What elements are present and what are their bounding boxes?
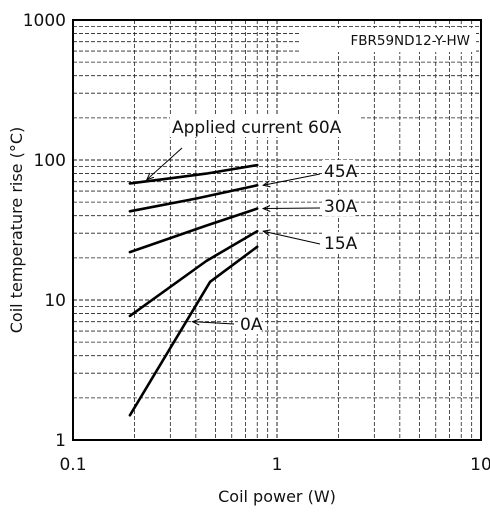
annotation-label: 0A (240, 315, 263, 335)
annotation-arrow (192, 322, 235, 324)
y-tick-label: 10 (44, 291, 66, 311)
annotation-bg (322, 160, 356, 181)
annotation-bg (238, 313, 262, 334)
annotation-bg (170, 116, 361, 137)
y-tick-label: 1 (55, 431, 66, 451)
annotation-label: 15A (324, 234, 358, 254)
y-tick-label: 100 (34, 151, 66, 171)
annotation-label: 45A (324, 162, 358, 182)
tick-layer: 0.1 1 10 1 10 100 1000 (23, 11, 490, 475)
y-tick-label: 1000 (23, 11, 66, 31)
series-line (128, 184, 259, 213)
y-axis-title: Coil temperature rise (°C) (7, 127, 26, 334)
x-tick-label: 10 (470, 455, 490, 475)
annotation-bg (322, 232, 356, 253)
model-label-box (300, 28, 476, 52)
series-line (128, 229, 259, 318)
annotation-arrow (263, 208, 321, 209)
grid-layer (73, 20, 481, 440)
x-axis-title: Coil power (W) (218, 487, 336, 506)
annotation-layer: Applied current 60A 45A 30A 15A 0A (147, 116, 361, 335)
x-tick-label: 0.1 (59, 455, 86, 475)
annotation-arrow (263, 173, 321, 185)
annotation-arrow (147, 147, 183, 180)
annotation-arrow (263, 231, 321, 245)
chart-title: FBR59ND12-Y-HW (350, 33, 470, 49)
annotation-label: Applied current 60A (172, 118, 342, 138)
x-tick-label: 1 (272, 455, 283, 475)
series-line (128, 163, 259, 185)
series-line (128, 245, 259, 417)
series-line (128, 207, 259, 254)
annotation-bg (322, 195, 356, 216)
series-layer (128, 163, 259, 417)
annotation-label: 30A (324, 197, 358, 217)
plot-frame (72, 19, 482, 441)
